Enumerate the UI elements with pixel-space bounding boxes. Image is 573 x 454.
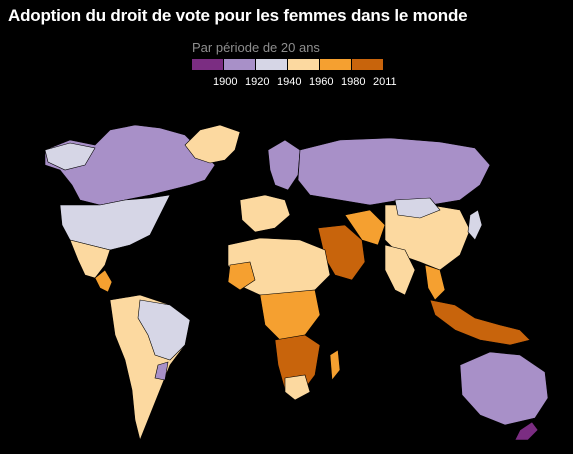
region-mongolia xyxy=(394,197,441,219)
region-se-asia xyxy=(424,264,446,301)
region-japan xyxy=(467,209,483,241)
legend-label-1960: 1960 xyxy=(309,76,334,88)
legend-swatch-1960 xyxy=(288,59,319,70)
legend-labels: 1900 1920 1940 1960 1980 2011 xyxy=(213,76,405,88)
region-south-africa xyxy=(284,374,311,401)
page-title: Adoption du droit de vote pour les femme… xyxy=(8,6,468,25)
legend-swatch-2011 xyxy=(352,59,383,70)
region-western-europe xyxy=(239,194,291,233)
legend-label-2011: 2011 xyxy=(373,76,397,88)
region-scandinavia xyxy=(267,139,301,191)
legend-swatch-1980 xyxy=(320,59,351,70)
region-india xyxy=(384,244,416,296)
region-alaska xyxy=(44,142,96,171)
region-indonesia xyxy=(429,299,531,346)
region-madagascar xyxy=(329,349,341,381)
legend-label-1980: 1980 xyxy=(341,76,366,88)
region-russia xyxy=(297,137,491,206)
legend-swatches xyxy=(192,59,384,70)
legend-subtitle: Par période de 20 ans xyxy=(192,40,320,55)
legend-swatch-1940 xyxy=(256,59,287,70)
region-canada-alaska xyxy=(44,124,216,206)
region-central-africa xyxy=(259,289,321,341)
region-west-africa xyxy=(227,261,256,291)
legend-label-1940: 1940 xyxy=(277,76,302,88)
region-brazil xyxy=(137,299,191,361)
region-mexico xyxy=(69,239,111,279)
legend-label-1920: 1920 xyxy=(245,76,270,88)
region-new-zealand xyxy=(514,421,539,441)
region-southern-cone xyxy=(154,361,169,381)
region-australia xyxy=(459,351,549,426)
region-central-america xyxy=(94,269,113,293)
legend-swatch-1920 xyxy=(224,59,255,70)
legend-swatch-1900 xyxy=(192,59,223,70)
region-greenland xyxy=(184,124,241,164)
legend-label-1900: 1900 xyxy=(213,76,238,88)
region-central-asia xyxy=(344,209,386,246)
